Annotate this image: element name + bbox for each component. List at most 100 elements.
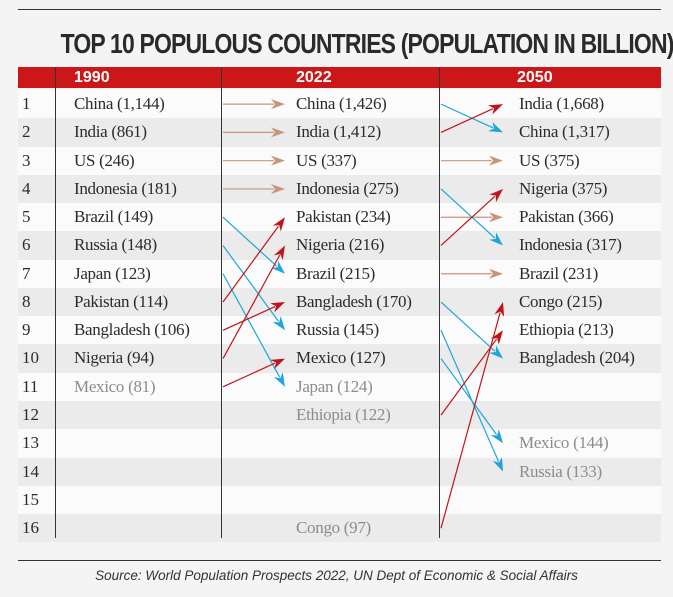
country-entry-2050: Ethiopia (213) bbox=[519, 320, 614, 340]
arrow-head-icon bbox=[488, 104, 503, 115]
country-entry-2050: Nigeria (375) bbox=[519, 178, 608, 198]
country-entry-2050: Pakistan (366) bbox=[519, 207, 614, 227]
rank-number: 2 bbox=[22, 122, 31, 142]
rank-number: 14 bbox=[22, 461, 39, 481]
country-entry-2050: Mexico (144) bbox=[519, 433, 609, 453]
arrow-pakistan-2022-2050 bbox=[441, 212, 503, 223]
rank-number: 9 bbox=[22, 320, 31, 340]
rank-number: 15 bbox=[22, 489, 39, 509]
arrow-nigeria-2022-2050 bbox=[440, 188, 503, 246]
rank-number: 16 bbox=[22, 518, 39, 538]
rank-row: 12 Ethiopia (122) bbox=[18, 400, 661, 430]
rank-row: 13 Mexico (144) bbox=[18, 429, 661, 458]
arrow-head-icon bbox=[272, 217, 285, 232]
arrow-line bbox=[440, 312, 501, 529]
arrow-line bbox=[440, 188, 496, 239]
rank-number: 12 bbox=[22, 404, 39, 424]
rank-row: 9 Bangladesh (106) Russia (145) Ethiopia (2… bbox=[18, 316, 661, 345]
arrow-brazil-2022-2050 bbox=[441, 268, 503, 279]
rank-number: 6 bbox=[22, 235, 31, 255]
arrow-bangladesh-1990-2022 bbox=[222, 302, 285, 331]
rank-row: 14 Russia (133) bbox=[18, 457, 661, 486]
rank-number: 13 bbox=[22, 433, 39, 453]
rank-number: 3 bbox=[22, 150, 31, 170]
rank-number: 5 bbox=[22, 207, 31, 227]
arrow-line bbox=[222, 225, 279, 303]
country-entry-2022: Mexico (127) bbox=[296, 348, 386, 368]
arrow-line bbox=[222, 254, 281, 359]
country-entry-2050: India (1,668) bbox=[519, 94, 604, 113]
country-entry-1990: China (1,144) bbox=[74, 94, 165, 113]
arrow-head-icon bbox=[489, 268, 503, 279]
rank-row: 16 Congo (97) bbox=[18, 514, 661, 543]
country-entry-1990: Bangladesh (106) bbox=[74, 320, 190, 340]
country-entry-1990: Pakistan (114) bbox=[74, 291, 168, 311]
arrow-head-icon bbox=[489, 155, 503, 166]
country-entry-2022: US (337) bbox=[296, 150, 357, 170]
arrow-india-2022-2050 bbox=[440, 104, 503, 133]
country-entry-2050: Brazil (231) bbox=[519, 263, 599, 283]
country-entry-1990: US (246) bbox=[74, 150, 135, 170]
rank-number: 4 bbox=[22, 178, 31, 198]
arrow-indonesia-1990-2022 bbox=[223, 183, 285, 194]
country-entry-1990: Mexico (81) bbox=[74, 376, 156, 396]
arrow-line bbox=[222, 273, 281, 378]
arrow-nigeria-1990-2022 bbox=[222, 245, 285, 359]
column-divider bbox=[55, 67, 56, 538]
column-divider bbox=[439, 67, 440, 538]
arrow-line bbox=[440, 195, 496, 246]
arrow-head-icon bbox=[489, 232, 503, 246]
arrow-mexico-1990-2022 bbox=[222, 358, 285, 388]
arrow-line bbox=[440, 103, 494, 129]
arrow-russia-2022-2050 bbox=[440, 330, 503, 472]
rank-row: 5 Brazil (149) Pakistan (234) Pakistan (366… bbox=[18, 203, 661, 232]
arrow-india-1990-2022 bbox=[223, 127, 285, 138]
country-entry-1990: Indonesia (181) bbox=[74, 178, 177, 198]
arrow-mexico-2022-2050 bbox=[440, 358, 503, 444]
arrow-line bbox=[440, 330, 500, 462]
country-entry-1990: India (861) bbox=[74, 122, 147, 142]
country-entry-1990: Russia (148) bbox=[74, 235, 157, 255]
country-entry-2022: Indonesia (275) bbox=[296, 178, 399, 198]
arrow-head-icon bbox=[271, 99, 285, 110]
arrow-line bbox=[222, 216, 278, 267]
arrow-head-icon bbox=[271, 183, 285, 194]
arrow-head-icon bbox=[273, 245, 285, 261]
arrow-head-icon bbox=[490, 330, 503, 345]
arrow-head-icon bbox=[489, 345, 503, 359]
bottom-rule bbox=[18, 560, 661, 561]
arrow-head-icon bbox=[490, 429, 503, 444]
rank-row: 4 Indonesia (181) Indonesia (275) Nigeria (… bbox=[18, 174, 661, 204]
country-entry-2022: Japan (124) bbox=[296, 376, 373, 396]
arrow-china-2022-2050 bbox=[440, 103, 503, 133]
rank-row: 3 US (246) US (337) US (375) bbox=[18, 146, 661, 175]
country-entry-2022: Bangladesh (170) bbox=[296, 291, 412, 311]
arrow-line bbox=[440, 358, 497, 435]
year-header-2022: 2022 bbox=[296, 69, 332, 86]
country-entry-2022: Pakistan (234) bbox=[296, 207, 391, 227]
country-entry-2050: US (375) bbox=[519, 150, 580, 170]
arrow-head-icon bbox=[273, 372, 285, 387]
arrow-us-1990-2022 bbox=[223, 155, 285, 166]
arrow-russia-1990-2022 bbox=[222, 245, 285, 331]
arrow-ethiopia-2022-2050 bbox=[440, 330, 503, 416]
column-divider bbox=[221, 67, 222, 538]
rank-number: 8 bbox=[22, 291, 31, 311]
country-entry-2022: China (1,426) bbox=[296, 94, 387, 113]
rank-row: 7 Japan (123) Brazil (215) Brazil (231) bbox=[18, 259, 661, 288]
arrow-head-icon bbox=[271, 260, 285, 274]
arrow-head-icon bbox=[270, 358, 285, 369]
arrow-line bbox=[222, 245, 279, 322]
country-entry-2022: Brazil (215) bbox=[296, 263, 376, 283]
chart-title: TOP 10 POPULOUS COUNTRIES (POPULATION IN… bbox=[60, 28, 673, 59]
rank-row: 15 bbox=[18, 485, 661, 515]
country-entry-1990: Brazil (149) bbox=[74, 207, 154, 227]
year-header-bar: 1990 2022 2050 bbox=[18, 67, 661, 88]
arrow-head-icon bbox=[271, 127, 285, 138]
rank-number: 7 bbox=[22, 263, 31, 283]
arrow-line bbox=[440, 338, 497, 416]
country-entry-2022: Congo (97) bbox=[296, 518, 371, 538]
arrow-head-icon bbox=[488, 122, 503, 133]
arrow-line bbox=[222, 362, 276, 388]
year-header-2050: 2050 bbox=[517, 69, 553, 86]
